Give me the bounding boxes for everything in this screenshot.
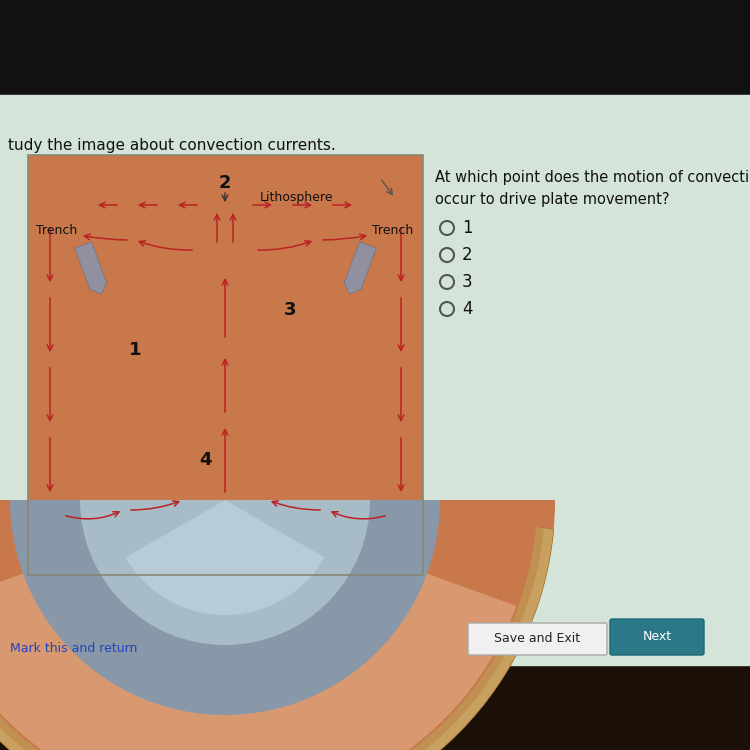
Text: 3: 3 [462, 273, 472, 291]
Wedge shape [0, 527, 554, 750]
Text: Save and Exit: Save and Exit [494, 632, 580, 646]
Text: Trench: Trench [36, 224, 77, 236]
Text: 4: 4 [199, 451, 211, 469]
Text: 1: 1 [129, 341, 141, 359]
Text: 4: 4 [462, 300, 472, 318]
Text: 2: 2 [219, 174, 231, 192]
Wedge shape [0, 500, 555, 750]
Text: 3: 3 [284, 301, 296, 319]
Wedge shape [125, 500, 325, 615]
Text: tudy the image about convection currents.: tudy the image about convection currents… [8, 138, 336, 153]
Bar [28, 155, 423, 575]
Bar [28, 155, 423, 575]
Wedge shape [80, 500, 370, 645]
Wedge shape [0, 500, 516, 750]
Text: Lithosphere: Lithosphere [260, 190, 334, 203]
Text: Next: Next [643, 631, 671, 644]
FancyArrow shape [344, 242, 376, 294]
Text: Mark this and return: Mark this and return [10, 641, 137, 655]
Text: At which point does the motion of convection curre: At which point does the motion of convec… [435, 170, 750, 185]
FancyArrow shape [74, 242, 107, 294]
Text: 1: 1 [462, 219, 472, 237]
Wedge shape [0, 527, 544, 750]
Text: occur to drive plate movement?: occur to drive plate movement? [435, 192, 670, 207]
FancyBboxPatch shape [468, 623, 607, 655]
Text: Trench: Trench [372, 224, 413, 236]
Text: 2: 2 [462, 246, 472, 264]
Wedge shape [10, 500, 440, 715]
FancyBboxPatch shape [610, 619, 704, 655]
